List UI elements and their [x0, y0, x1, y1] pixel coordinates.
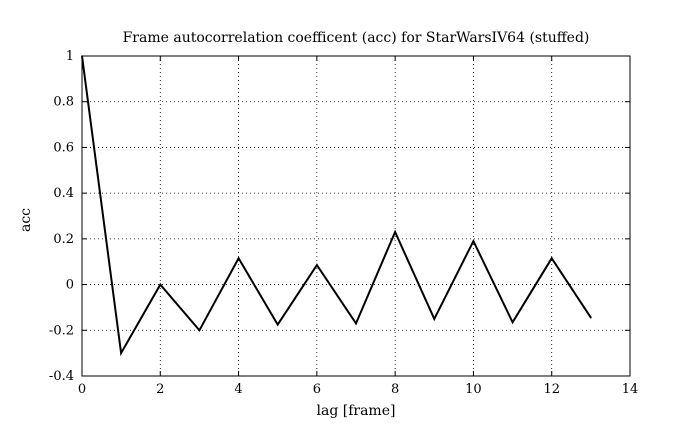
data-point — [276, 323, 279, 326]
y-tick-label: 0.8 — [53, 95, 74, 110]
series-layer — [81, 55, 592, 357]
chart-title: Frame autocorrelation coefficent (acc) f… — [123, 30, 590, 46]
data-point — [316, 264, 318, 266]
data-point — [237, 257, 240, 260]
data-point — [433, 318, 436, 320]
x-tick-label: 4 — [234, 382, 242, 397]
series-line — [81, 55, 592, 357]
y-tick-label: 0.4 — [53, 186, 74, 201]
x-tick-label: 6 — [313, 382, 321, 397]
y-tick-label: -0.4 — [49, 369, 74, 384]
data-point — [472, 240, 475, 242]
y-axis-ticks: -0.4 -0.2 0 0.2 0.4 0.6 0.8 1 — [49, 49, 630, 384]
data-point — [511, 321, 514, 324]
x-tick-label: 2 — [156, 382, 164, 397]
y-tick-label: -0.2 — [49, 323, 74, 338]
y-axis-label: acc — [18, 208, 34, 232]
x-tick-label: 14 — [622, 382, 639, 397]
y-tick-label: 0.2 — [53, 232, 74, 247]
data-point — [159, 283, 162, 286]
x-tick-label: 8 — [391, 382, 399, 397]
data-point — [590, 316, 592, 319]
data-point — [355, 322, 357, 325]
plot-frame — [81, 55, 631, 377]
x-axis-ticks: 0 2 4 6 8 10 12 14 — [78, 56, 638, 397]
grid-lines — [82, 56, 630, 376]
data-point — [120, 352, 122, 354]
y-tick-label: 1 — [66, 49, 74, 64]
x-tick-label: 12 — [543, 382, 560, 397]
data-point — [550, 257, 553, 260]
y-tick-label: 0 — [66, 278, 74, 293]
y-tick-label: 0.6 — [53, 140, 74, 155]
x-axis-label: lag [frame] — [317, 403, 396, 419]
data-point — [198, 329, 201, 332]
x-tick-label: 0 — [78, 382, 86, 397]
data-point — [394, 231, 396, 233]
x-tick-label: 10 — [465, 382, 482, 397]
